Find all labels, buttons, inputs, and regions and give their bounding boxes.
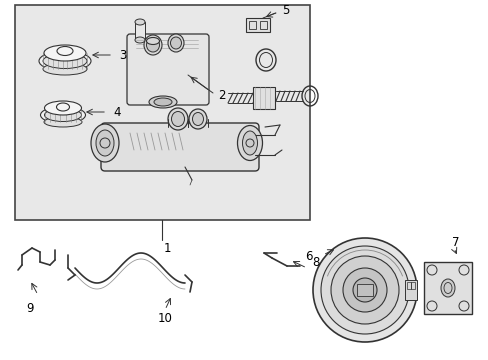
Bar [252, 87, 274, 109]
FancyBboxPatch shape [127, 34, 208, 105]
Ellipse shape [192, 113, 203, 126]
Bar [356, 284, 372, 296]
FancyBboxPatch shape [101, 123, 259, 171]
Ellipse shape [44, 101, 81, 115]
Bar [410, 282, 414, 289]
Text: 1: 1 [163, 242, 170, 255]
Text: 5: 5 [282, 4, 289, 17]
Ellipse shape [96, 130, 114, 156]
Ellipse shape [44, 45, 86, 61]
Ellipse shape [39, 51, 91, 71]
Circle shape [342, 268, 386, 312]
Ellipse shape [91, 124, 119, 162]
Circle shape [312, 238, 416, 342]
Ellipse shape [135, 19, 145, 25]
Circle shape [352, 278, 376, 302]
Text: 10: 10 [157, 311, 172, 324]
Text: 6: 6 [305, 251, 312, 264]
Text: 4: 4 [113, 105, 120, 118]
Ellipse shape [44, 108, 81, 122]
Ellipse shape [44, 117, 82, 127]
Ellipse shape [440, 279, 454, 297]
Text: 3: 3 [119, 49, 126, 62]
Ellipse shape [146, 37, 159, 45]
Bar [260, 21, 266, 29]
Ellipse shape [154, 98, 172, 106]
Ellipse shape [189, 109, 206, 129]
Circle shape [320, 246, 408, 334]
Bar [406, 282, 410, 289]
Ellipse shape [43, 63, 87, 75]
Circle shape [330, 256, 398, 324]
Ellipse shape [143, 35, 162, 55]
Ellipse shape [149, 96, 177, 108]
Bar [15, 5, 309, 220]
Ellipse shape [135, 37, 145, 43]
Text: 2: 2 [218, 89, 225, 102]
Ellipse shape [43, 54, 87, 68]
Ellipse shape [146, 38, 159, 52]
Ellipse shape [242, 131, 257, 155]
Ellipse shape [41, 107, 85, 123]
Ellipse shape [171, 112, 184, 126]
Ellipse shape [170, 37, 181, 49]
Text: 7: 7 [451, 235, 459, 248]
Ellipse shape [168, 108, 187, 130]
Bar [245, 18, 269, 32]
Bar [404, 280, 416, 300]
Text: 8: 8 [311, 256, 319, 270]
Text: 9: 9 [26, 302, 34, 315]
Bar [423, 262, 471, 314]
Bar [248, 21, 256, 29]
Ellipse shape [168, 34, 183, 52]
Ellipse shape [237, 126, 262, 161]
Bar [135, 22, 145, 40]
